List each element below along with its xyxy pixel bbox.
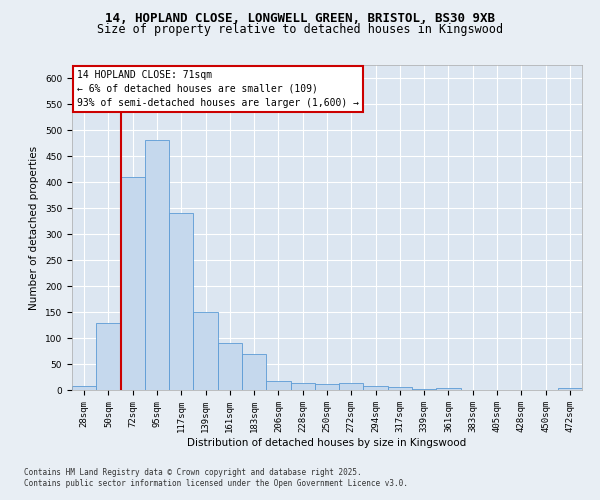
X-axis label: Distribution of detached houses by size in Kingswood: Distribution of detached houses by size … — [187, 438, 467, 448]
Bar — [96, 324, 121, 390]
Text: 14, HOPLAND CLOSE, LONGWELL GREEN, BRISTOL, BS30 9XB: 14, HOPLAND CLOSE, LONGWELL GREEN, BRIST… — [105, 12, 495, 26]
Bar — [315, 384, 339, 390]
Bar — [121, 177, 145, 390]
Bar — [290, 382, 315, 390]
Bar — [388, 388, 412, 390]
Bar — [72, 386, 96, 390]
Bar — [218, 343, 242, 390]
Y-axis label: Number of detached properties: Number of detached properties — [29, 146, 40, 310]
Bar — [436, 388, 461, 390]
Bar — [339, 383, 364, 390]
Text: Size of property relative to detached houses in Kingswood: Size of property relative to detached ho… — [97, 22, 503, 36]
Bar — [193, 312, 218, 390]
Bar — [364, 386, 388, 390]
Text: 14 HOPLAND CLOSE: 71sqm
← 6% of detached houses are smaller (109)
93% of semi-de: 14 HOPLAND CLOSE: 71sqm ← 6% of detached… — [77, 70, 359, 108]
Bar — [558, 388, 582, 390]
Bar — [145, 140, 169, 390]
Bar — [266, 381, 290, 390]
Bar — [242, 354, 266, 390]
Text: Contains HM Land Registry data © Crown copyright and database right 2025.
Contai: Contains HM Land Registry data © Crown c… — [24, 468, 408, 487]
Bar — [169, 213, 193, 390]
